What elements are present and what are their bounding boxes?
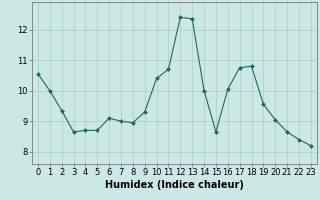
X-axis label: Humidex (Indice chaleur): Humidex (Indice chaleur) <box>105 180 244 190</box>
